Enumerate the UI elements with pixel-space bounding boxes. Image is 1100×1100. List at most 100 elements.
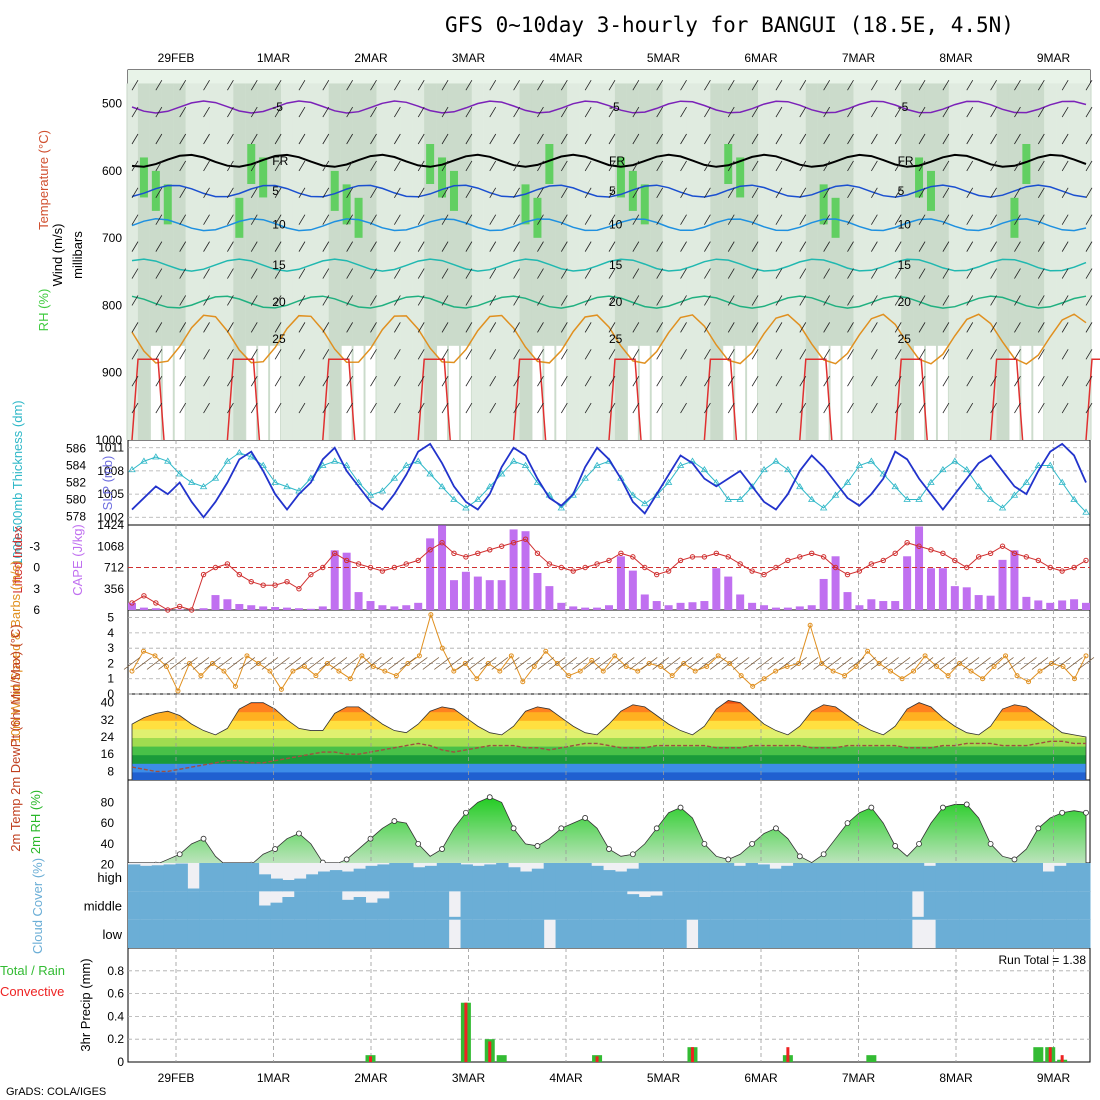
slp-ytick: 1002 <box>97 510 124 524</box>
rh-high-cell <box>915 157 924 198</box>
wind-barb-10m <box>916 657 934 670</box>
wind-barb <box>322 349 330 360</box>
wind-barb <box>155 295 163 306</box>
isotherm-10 <box>131 218 1087 232</box>
wind-barb <box>1014 349 1021 360</box>
wind-barb <box>370 295 377 306</box>
wind-barb <box>751 79 759 91</box>
wind-barb-10m <box>893 657 911 670</box>
wind-barb <box>513 322 520 333</box>
wind-barb <box>274 241 282 252</box>
wind-barb <box>1014 79 1021 91</box>
profile-ytick: 600 <box>102 164 122 178</box>
cloud-middle-cell <box>270 902 283 920</box>
rh-point <box>653 825 660 832</box>
wind-barb <box>370 79 377 91</box>
wind-barb <box>417 402 425 414</box>
wind-barb <box>346 375 353 387</box>
temp-outline <box>131 700 1087 780</box>
rh-point <box>940 804 946 811</box>
wind-barb <box>250 106 258 118</box>
wind-barb <box>966 349 974 360</box>
cloud-high-cell <box>793 863 806 892</box>
cape-bar <box>855 605 864 610</box>
li-point <box>498 543 505 549</box>
wind-barb <box>250 295 258 306</box>
thickness-point <box>497 470 506 477</box>
wind-barb <box>394 106 401 118</box>
cape-bar <box>271 607 280 610</box>
cloud-low-cell <box>709 919 723 948</box>
cape-bar <box>950 586 959 610</box>
wind-barb <box>346 402 353 414</box>
thickness-point <box>736 495 744 502</box>
cloud-high-cell <box>662 863 675 892</box>
wind-barb <box>227 106 234 118</box>
cloud-middle-cell <box>460 891 473 920</box>
wind-barb <box>465 349 473 360</box>
cloud-middle-cell <box>591 891 604 920</box>
wind-barb <box>799 375 807 387</box>
wind-barb-10m <box>503 657 520 670</box>
wind-point <box>750 683 756 689</box>
rh-point <box>749 840 755 847</box>
thickness-point <box>438 482 446 490</box>
cape-bar <box>378 605 387 610</box>
wind-barb <box>489 349 497 360</box>
wind-barb <box>179 322 187 333</box>
thickness-point <box>664 478 673 485</box>
cape-bar <box>306 608 315 610</box>
wind-barb <box>346 160 353 172</box>
cape-bar <box>402 605 411 610</box>
wind-barb <box>417 133 425 145</box>
isotherm-label: 20 <box>898 295 912 309</box>
hot-contour <box>131 358 165 441</box>
wind-barb <box>250 214 258 225</box>
wind-barb <box>608 160 616 172</box>
wind-barb <box>441 133 449 145</box>
thickness-point <box>354 478 363 485</box>
hot-contour <box>226 358 261 441</box>
rh-shade-cell <box>483 83 496 441</box>
wind-barb-10m <box>250 657 267 670</box>
cloud-high-cell <box>959 863 972 892</box>
cloud-low-cell <box>864 919 877 948</box>
wind-barb-10m <box>618 657 635 670</box>
cape-bar <box>986 595 995 610</box>
wind-barb-10m <box>595 657 612 670</box>
wind-barb <box>942 375 950 387</box>
isotherm-label: -5 <box>272 100 283 114</box>
wind-barb <box>465 402 473 414</box>
wind-barb <box>1085 322 1093 333</box>
wind-barb <box>131 402 139 414</box>
wind-barb <box>632 241 640 252</box>
wind-point <box>968 668 974 674</box>
cloud-high-cell <box>531 868 545 892</box>
wind-barb <box>751 241 759 252</box>
cloud-low-cell <box>318 919 331 948</box>
li-point <box>892 550 898 557</box>
wind-barb <box>942 79 950 91</box>
wind-point <box>416 653 422 659</box>
li-point <box>952 557 958 564</box>
precip-conv-bar <box>464 1002 468 1062</box>
cloud-high-cell <box>614 871 628 892</box>
cloud-high-cell <box>757 864 770 892</box>
wind-barb <box>775 268 783 279</box>
wind-barb-10m <box>411 657 428 670</box>
cloud-low-cell <box>567 919 580 948</box>
wind-barb <box>751 268 759 279</box>
thickness-point <box>414 457 422 464</box>
wind-barb <box>1061 133 1069 145</box>
li-point <box>999 543 1006 549</box>
wind-barb <box>799 79 807 91</box>
wind-barb-10m <box>572 657 589 670</box>
cloud-middle-cell <box>603 891 616 920</box>
wind-point <box>773 668 779 674</box>
wind-barb <box>680 160 687 172</box>
cloud-middle-cell <box>187 891 200 920</box>
wind-point <box>393 673 399 679</box>
cloud-level-label: middle <box>84 899 122 914</box>
li-point <box>1071 564 1077 571</box>
wind-barb <box>322 79 330 91</box>
